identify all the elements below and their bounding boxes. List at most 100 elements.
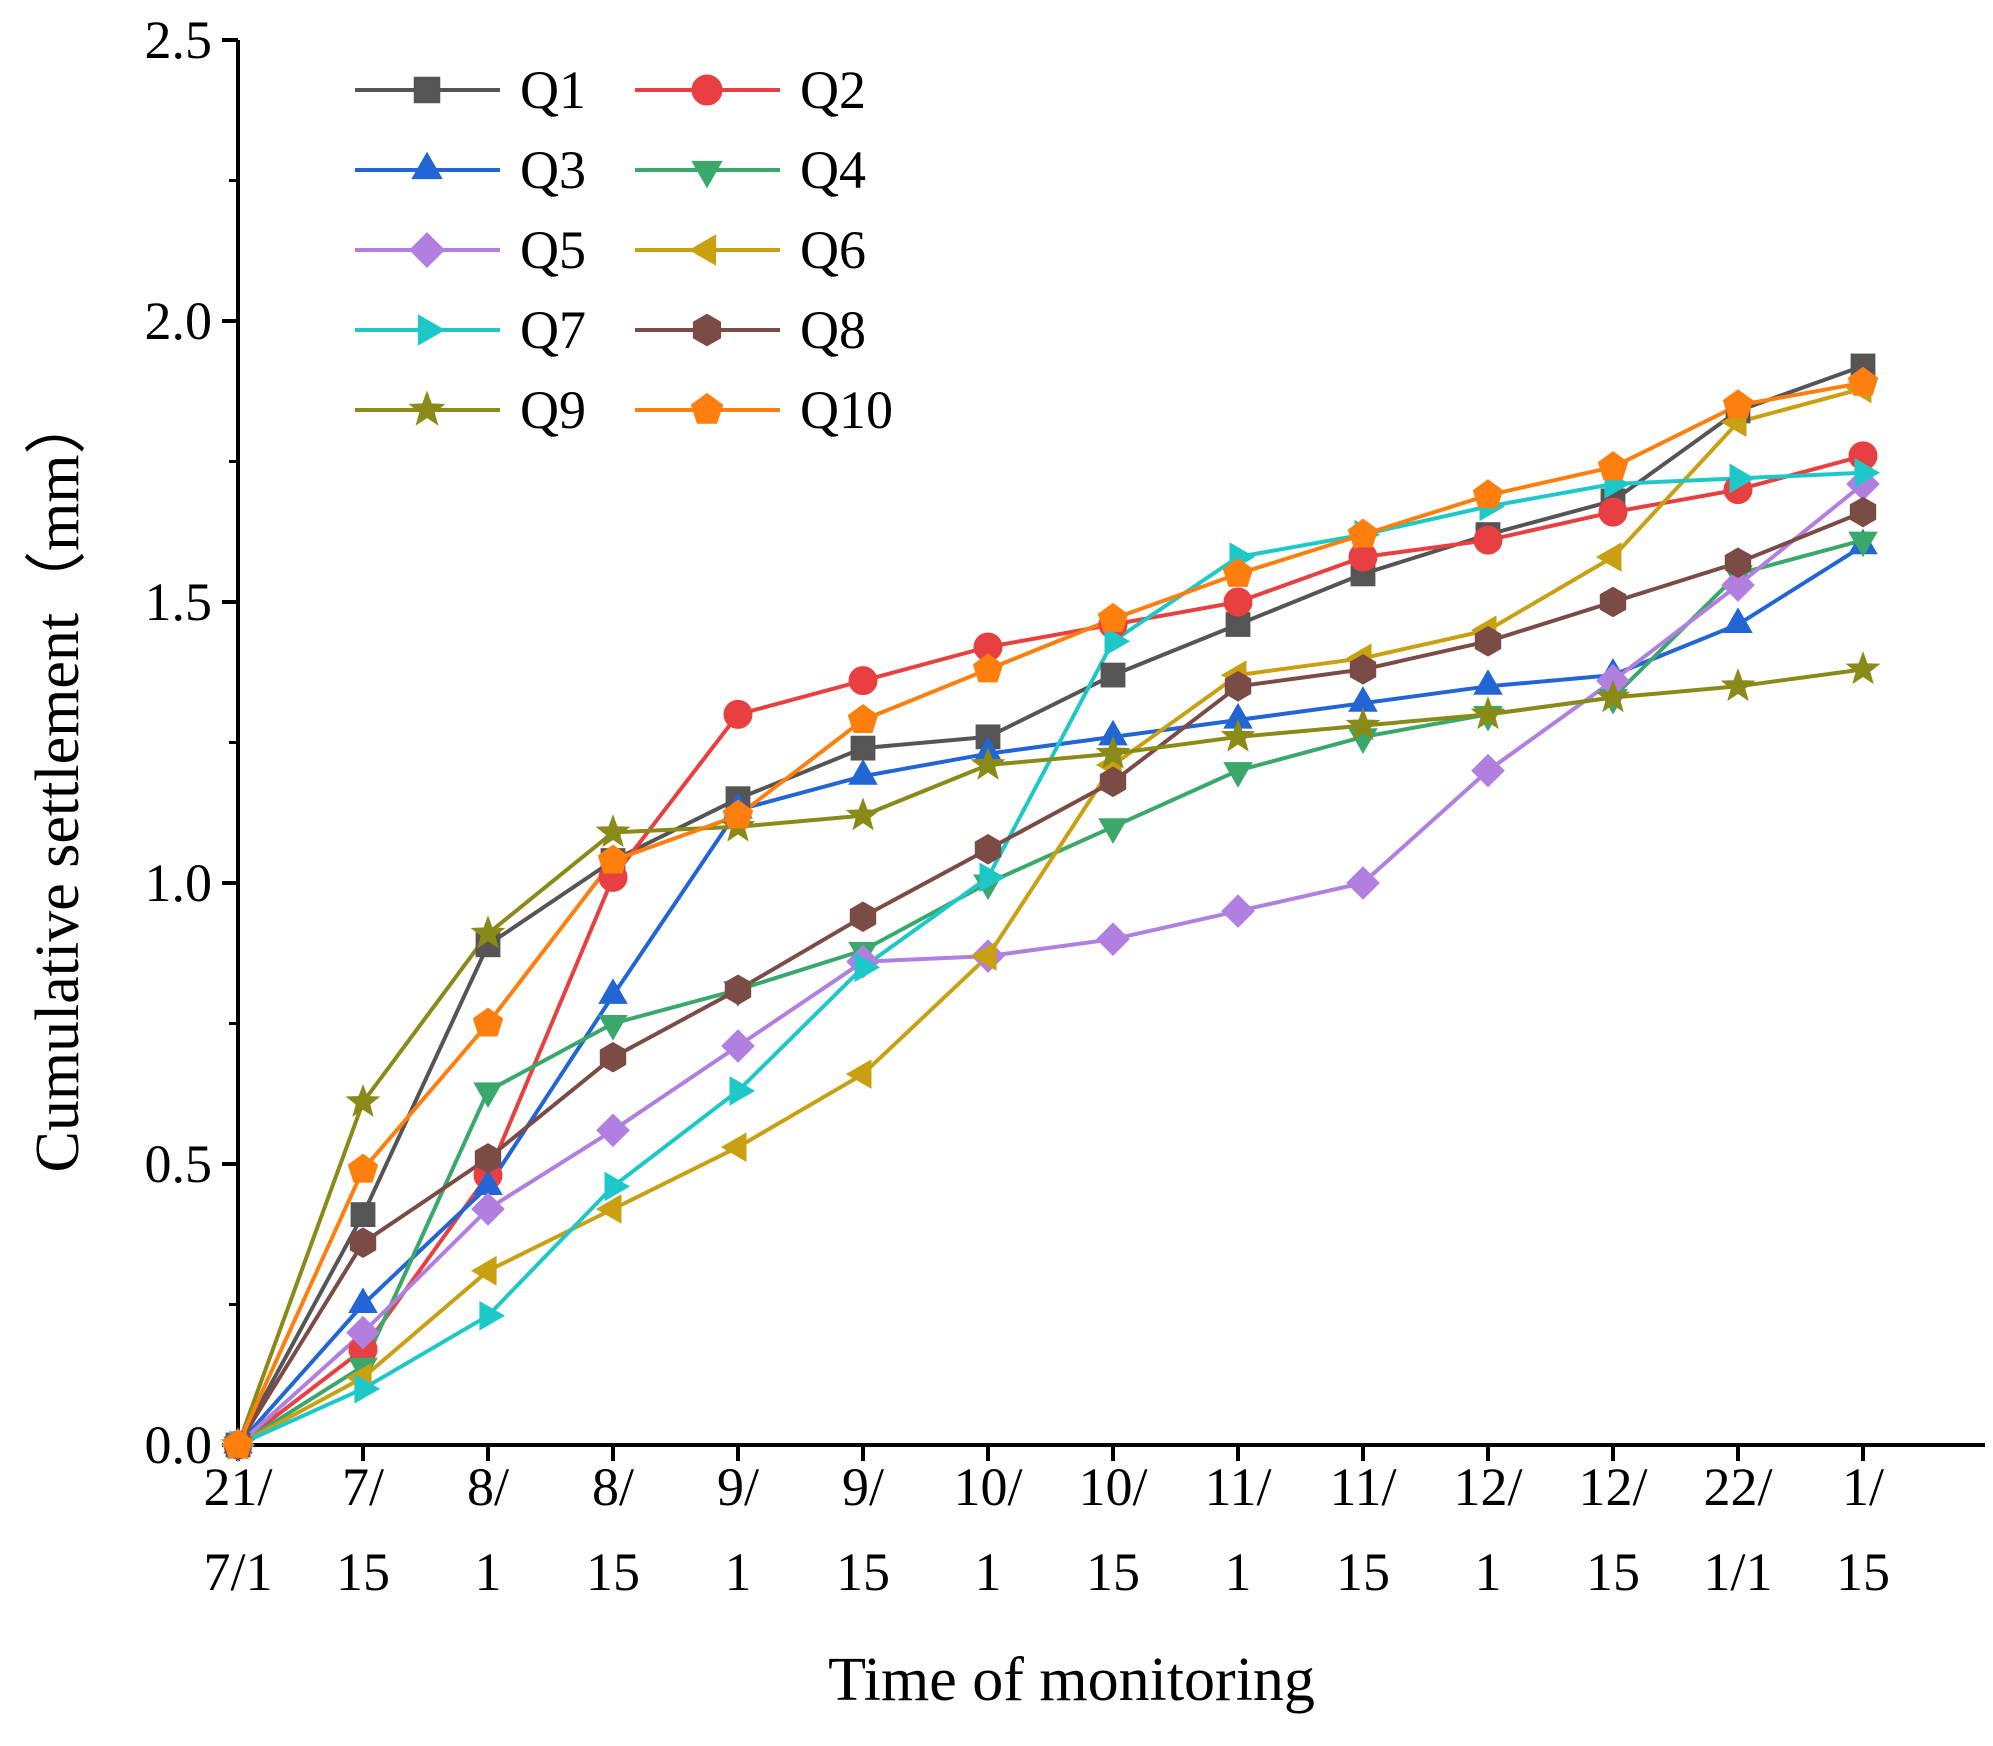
data-point-q7 [354,1374,381,1404]
data-point-q3 [848,759,878,785]
data-point-q5 [346,1315,380,1350]
data-point-q5 [471,1192,505,1226]
data-point-q4 [473,1082,503,1109]
x-tick-label: 22/ [1703,1457,1772,1517]
legend-label-q4: Q4 [800,140,866,200]
legend-label-q10: Q10 [800,380,893,440]
x-tick-label: 15 [336,1542,390,1602]
data-point-q10 [972,653,1004,683]
x-tick-label: 15 [586,1542,640,1602]
data-point-q9 [1470,696,1506,730]
data-point-q10 [1847,366,1879,396]
data-point-q9 [1595,679,1631,713]
legend-label-q8: Q8 [800,300,866,360]
legend-marker-q3 [411,151,443,180]
series-line-q5 [236,482,1865,1447]
legend: Q1 Q2 Q3 Q4 Q5 Q6 Q7 Q8 Q9 Q10 [355,60,893,440]
data-point-q7 [854,952,881,983]
data-point-q8 [1849,496,1877,528]
x-tick-label: 15 [1086,1542,1140,1602]
series-lines [236,364,1865,1447]
legend-marker-q4 [691,160,723,189]
y-tick-label: 0.0 [145,1415,213,1475]
data-point-q8 [1099,766,1127,798]
legend-marker-q5 [409,232,446,269]
data-point-q6 [845,1059,872,1089]
data-point-q7 [604,1171,631,1202]
data-point-q8 [599,1041,627,1073]
series-line-q9 [236,667,1864,1446]
data-point-q8 [1349,654,1377,685]
data-point-q9 [845,797,881,831]
legend-marker-q8 [692,313,722,347]
legend-marker-q2 [691,74,723,106]
x-tick-label: 9/ [842,1457,884,1517]
data-point-q9 [1845,651,1881,685]
data-point-q2 [1473,525,1503,555]
data-point-q8 [1224,671,1252,702]
data-point-q9 [345,1083,381,1117]
data-point-q7 [729,1076,756,1106]
data-point-q2 [723,699,753,729]
data-point-q5 [1471,753,1505,788]
data-point-q3 [1473,669,1503,695]
data-point-q2 [1223,587,1253,617]
data-point-q8 [474,1143,502,1174]
data-point-q10 [1347,518,1379,548]
data-point-q9 [1720,668,1756,702]
data-point-q4 [598,1015,628,1041]
data-point-q7 [1104,626,1131,657]
data-point-q5 [596,1113,630,1148]
legend-marker-q9 [408,390,446,426]
data-point-q10 [1597,451,1629,481]
data-point-q7 [979,862,1006,893]
data-point-q8 [974,834,1002,865]
data-point-q9 [595,814,631,848]
data-point-q8 [349,1227,377,1258]
data-point-q10 [847,703,879,733]
y-axis-title: Cumulative settlement（mm） [24,392,92,1172]
data-point-q5 [1096,922,1130,957]
data-point-q1 [1100,662,1126,688]
x-tick-label: 1 [1475,1542,1502,1602]
data-point-q4 [1848,531,1878,558]
x-tick-label: 9/ [717,1457,759,1517]
data-point-q8 [1599,586,1627,618]
x-tick-label: 11/ [1330,1457,1397,1517]
x-tick-label: 7/ [342,1457,384,1517]
x-tick-label: 15 [1336,1542,1390,1602]
x-tick-label: 8/ [467,1457,509,1517]
data-point-q10 [347,1153,379,1183]
data-point-q6 [470,1255,497,1286]
data-point-q10 [222,1428,254,1458]
data-point-q2 [1598,497,1628,527]
x-tick-label: 12/ [1578,1457,1647,1517]
x-axis-title: Time of monitoring [828,1646,1315,1714]
data-point-q1 [850,735,876,761]
x-tick-label: 1 [475,1542,502,1602]
data-point-q9 [1345,707,1381,741]
data-point-q9 [970,746,1006,780]
data-point-q9 [470,915,506,949]
data-point-q10 [1472,479,1504,509]
x-tick-label: 7/1 [203,1542,272,1602]
data-point-q8 [724,974,752,1006]
x-tick-label: 11/ [1205,1457,1272,1517]
data-point-q7 [1854,457,1881,488]
x-tick-label: 10/ [1078,1457,1147,1517]
axes: 0.0 0.5 1.0 1.5 2.0 2.5 21/7/1 7/15 8/1 8/15 9/1 9/… [145,10,1985,1602]
y-tick-label: 0.5 [145,1134,213,1194]
x-tick-label: 1/1 [1703,1542,1772,1602]
data-point-q6 [720,1132,747,1162]
data-point-q10 [597,844,629,874]
data-point-q5 [1346,866,1380,900]
data-point-q8 [1474,626,1502,657]
y-tick-label: 2.5 [145,10,213,70]
legend-label-q1: Q1 [520,60,586,120]
y-tick-label: 1.0 [145,853,213,913]
data-point-q8 [1724,547,1752,578]
x-tick-label: 15 [1586,1542,1640,1602]
data-point-q4 [1098,818,1128,844]
data-point-q5 [1221,894,1255,928]
series-markers [220,353,1881,1463]
